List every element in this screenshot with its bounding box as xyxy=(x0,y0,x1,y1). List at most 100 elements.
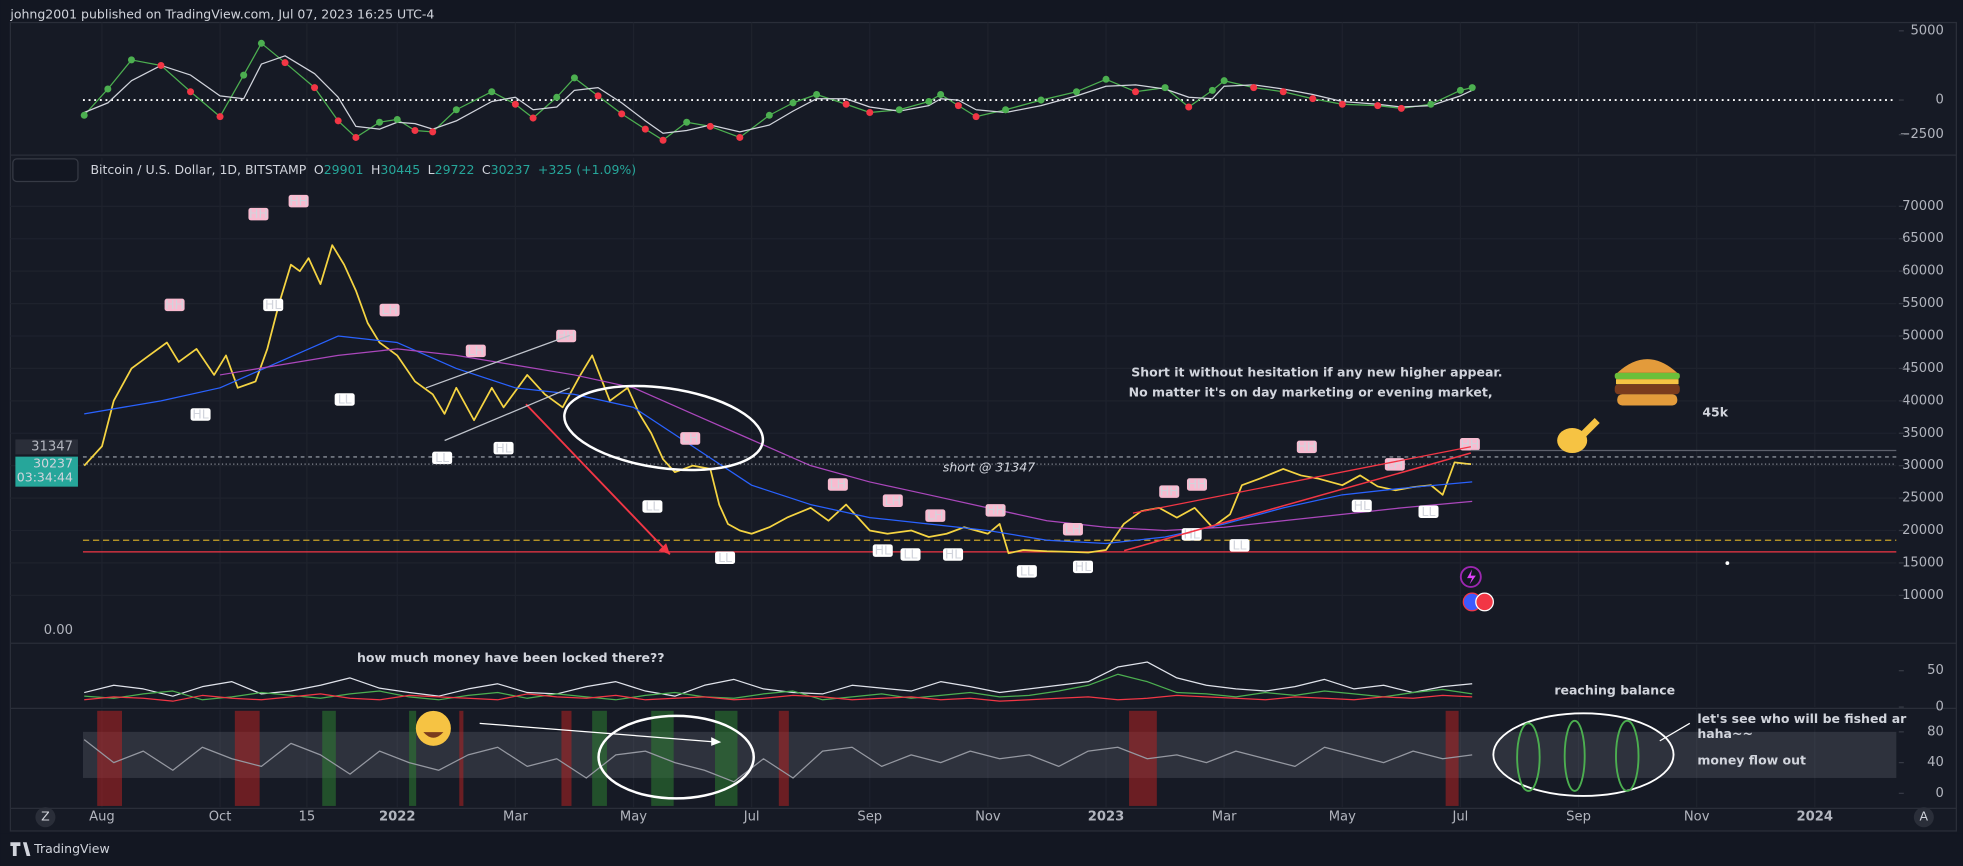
brand-logo xyxy=(10,842,31,856)
y-tick-label: 80 xyxy=(1927,724,1944,739)
symbol-box[interactable] xyxy=(12,158,79,183)
pivot-text: HL xyxy=(265,297,281,312)
turn-dot xyxy=(683,118,691,126)
button-label[interactable]: Z xyxy=(41,809,50,824)
pivot-text: HH xyxy=(1160,484,1179,499)
turn-dot xyxy=(1132,88,1140,96)
pivot-text: HL xyxy=(875,543,891,558)
y-tick-label: 60000 xyxy=(1902,264,1944,279)
turn-dot xyxy=(1037,96,1045,104)
turn-dot xyxy=(618,110,626,118)
turn-dot xyxy=(311,84,319,92)
turn-dot xyxy=(1338,100,1346,108)
pivot-label xyxy=(827,478,848,491)
burger-icon xyxy=(1614,359,1680,406)
laugh-mouth xyxy=(423,732,444,738)
turn-dot xyxy=(937,91,945,99)
y-tick-label: 70000 xyxy=(1902,199,1944,214)
turn-dot xyxy=(104,85,112,93)
turn-dot xyxy=(1102,75,1110,83)
turn-dot xyxy=(1208,86,1216,94)
pivot-label xyxy=(715,551,736,565)
x-tick-label: 2022 xyxy=(379,810,416,825)
highlight xyxy=(409,710,417,806)
symbol-header: Bitcoin / U.S. Dollar, 1D, BITSTAMP O2990… xyxy=(90,162,636,177)
highlight xyxy=(561,710,572,806)
turn-dot xyxy=(1220,77,1228,85)
x-tick-label: 15 xyxy=(299,810,316,825)
turn-dot xyxy=(157,61,165,69)
x-tick-label: Nov xyxy=(1684,810,1710,825)
turn-dot xyxy=(1309,95,1317,103)
pivot-text: LL xyxy=(1422,504,1436,519)
pivot-label xyxy=(263,298,284,312)
y-tick-label: 15000 xyxy=(1902,555,1944,570)
pivot-text: HH xyxy=(249,206,268,221)
turn-dot xyxy=(1374,102,1382,110)
trend-line xyxy=(425,334,570,389)
note-haha: haha~~ xyxy=(1697,726,1753,741)
short-note: short @ 31347 xyxy=(943,460,1035,475)
button-label[interactable]: A xyxy=(1920,809,1929,824)
countdown: 03:34:44 xyxy=(17,469,73,484)
pivot-text: LH xyxy=(1387,457,1403,472)
button[interactable] xyxy=(35,807,56,828)
turn-dot xyxy=(706,122,714,130)
button[interactable] xyxy=(1913,807,1934,828)
turn-dot xyxy=(842,100,850,108)
turn-dot xyxy=(1456,86,1464,94)
turn-dot xyxy=(127,56,135,64)
note-target: 45k xyxy=(1702,404,1728,419)
pivot-label xyxy=(872,544,893,557)
highlight xyxy=(1445,710,1459,806)
highlight xyxy=(322,710,336,806)
x-tick-label: Sep xyxy=(1566,810,1591,825)
pivot-label xyxy=(1351,499,1372,513)
x-tick-label: Sep xyxy=(857,810,882,825)
turn-dot xyxy=(1185,103,1193,111)
x-tick-label: Mar xyxy=(1212,810,1237,825)
pivot-label xyxy=(882,494,903,507)
series-line xyxy=(83,55,1473,134)
drawn-circle xyxy=(597,714,755,800)
drawn-arrow xyxy=(479,722,718,743)
drawn-circle xyxy=(1492,712,1675,797)
pivot-label xyxy=(1072,560,1094,574)
drawn-oval xyxy=(1615,719,1640,792)
event-icon[interactable] xyxy=(1475,592,1494,612)
level-price-box xyxy=(15,439,78,455)
turn-dot xyxy=(925,97,933,105)
pivot-text: LH xyxy=(468,343,484,358)
y-tick-label: 10000 xyxy=(1902,588,1944,603)
turn-dot xyxy=(570,74,578,82)
pivot-text: HH xyxy=(1460,436,1479,451)
chart-frame xyxy=(9,21,1958,832)
y-tick-label: 0 xyxy=(1936,786,1944,801)
x-tick-label: Mar xyxy=(503,810,528,825)
hand-icon xyxy=(1557,417,1600,454)
y-tick-label: 0 xyxy=(1936,93,1944,108)
pivot-label xyxy=(465,344,486,358)
pivot-text: HL xyxy=(945,547,961,562)
drawn-oval xyxy=(1516,722,1541,792)
highlight xyxy=(778,710,789,806)
pivot-label xyxy=(432,451,453,465)
turn-dot xyxy=(1072,88,1080,96)
pivot-label xyxy=(190,408,211,421)
drawn-circle xyxy=(563,384,765,472)
y-tick-label: 30000 xyxy=(1902,458,1944,473)
pivot-text: HL xyxy=(1183,527,1199,542)
pivot-label xyxy=(1296,440,1317,454)
pivot-text: LL xyxy=(645,499,659,514)
lightning xyxy=(1467,569,1476,585)
y-tick-label: 0 xyxy=(1936,700,1944,715)
y-tick-label: 25000 xyxy=(1902,491,1944,506)
pivot-label xyxy=(680,432,701,445)
note-flow-out: money flow out xyxy=(1697,752,1806,767)
y-tick-label: 40000 xyxy=(1902,393,1944,408)
pivot-label xyxy=(1229,539,1250,552)
pivot-text: HL xyxy=(1075,559,1091,574)
y-tick-label: 55000 xyxy=(1902,296,1944,311)
x-tick-label: 2024 xyxy=(1797,810,1834,825)
